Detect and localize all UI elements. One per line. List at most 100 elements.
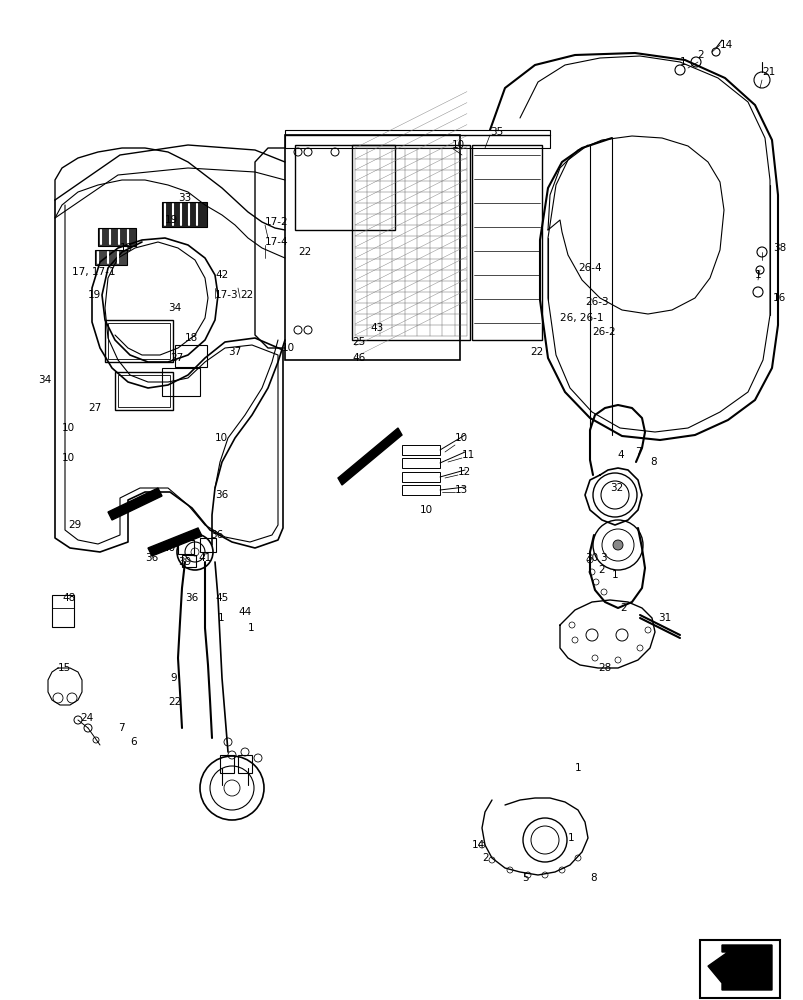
Text: 8: 8: [589, 873, 596, 883]
Bar: [284, 135, 459, 360]
Text: 19: 19: [88, 290, 101, 300]
Bar: [181, 555, 196, 567]
Polygon shape: [337, 428, 402, 485]
Text: 36: 36: [214, 490, 228, 500]
Text: 26-3: 26-3: [585, 297, 608, 307]
Text: 36: 36: [210, 530, 223, 540]
Text: 2: 2: [482, 853, 488, 863]
Text: 35: 35: [489, 127, 503, 137]
Bar: [402, 458, 439, 468]
Text: 6: 6: [130, 737, 137, 747]
Text: 14: 14: [719, 40, 732, 50]
Text: 22: 22: [168, 697, 181, 707]
Text: 44: 44: [238, 607, 251, 617]
Bar: [118, 375, 169, 407]
Text: 29: 29: [68, 520, 81, 530]
Text: 1: 1: [611, 570, 618, 580]
Text: 1: 1: [218, 613, 224, 623]
Text: 40: 40: [161, 543, 175, 553]
Text: 30: 30: [585, 553, 597, 563]
Text: 34: 34: [38, 375, 51, 385]
Text: 36: 36: [185, 593, 198, 603]
Text: 19: 19: [120, 243, 133, 253]
Text: 48: 48: [62, 593, 75, 603]
Text: 37: 37: [228, 347, 241, 357]
Text: 27: 27: [169, 353, 183, 363]
Polygon shape: [148, 528, 202, 556]
Bar: [161, 368, 200, 396]
Text: 1: 1: [754, 270, 760, 280]
Circle shape: [612, 540, 622, 550]
Bar: [284, 130, 549, 148]
Text: 2: 2: [619, 603, 626, 613]
Text: 10: 10: [419, 505, 433, 515]
Text: 43: 43: [369, 323, 383, 333]
Text: 17-2: 17-2: [265, 217, 288, 227]
Text: 19: 19: [165, 215, 178, 225]
Bar: [471, 145, 541, 340]
Text: 38: 38: [772, 243, 785, 253]
Text: 39: 39: [177, 557, 191, 567]
Polygon shape: [108, 488, 161, 520]
Text: 25: 25: [352, 337, 365, 347]
Bar: [177, 540, 194, 554]
Bar: [402, 445, 439, 455]
Text: 26, 26-1: 26, 26-1: [560, 313, 603, 323]
Text: 26-4: 26-4: [577, 263, 601, 273]
Text: 5: 5: [521, 873, 528, 883]
Text: 13: 13: [454, 485, 467, 495]
Text: 2: 2: [696, 50, 703, 60]
Bar: [115, 372, 173, 410]
Text: 4: 4: [616, 450, 623, 460]
Bar: [108, 323, 169, 359]
Text: 2: 2: [597, 565, 604, 575]
Text: 26-2: 26-2: [591, 327, 615, 337]
Text: 34: 34: [168, 303, 181, 313]
Text: 33: 33: [177, 193, 191, 203]
Text: 28: 28: [597, 663, 610, 673]
Bar: [220, 755, 234, 773]
Bar: [200, 538, 216, 552]
Text: 15: 15: [58, 663, 71, 673]
Text: 10: 10: [62, 453, 75, 463]
Bar: [105, 320, 173, 362]
Text: 17-4: 17-4: [265, 237, 288, 247]
Bar: [95, 250, 127, 265]
Text: 7: 7: [118, 723, 124, 733]
Polygon shape: [707, 945, 771, 990]
Bar: [699, 940, 779, 998]
Bar: [402, 472, 439, 482]
Text: 21: 21: [761, 67, 774, 77]
Text: 22: 22: [240, 290, 253, 300]
Text: 10: 10: [214, 433, 228, 443]
Text: 10: 10: [451, 140, 465, 150]
Text: 8: 8: [649, 457, 656, 467]
Text: 14: 14: [471, 840, 485, 850]
Text: 12: 12: [458, 467, 471, 477]
Text: 18: 18: [185, 333, 198, 343]
Text: 1: 1: [679, 57, 686, 67]
Text: 46: 46: [352, 353, 365, 363]
Text: 41: 41: [198, 553, 211, 563]
Text: 45: 45: [214, 593, 228, 603]
Text: 22: 22: [529, 347, 543, 357]
Bar: [352, 145, 470, 340]
Text: 10: 10: [62, 423, 75, 433]
Bar: [295, 145, 394, 230]
Text: 17, 17-1: 17, 17-1: [72, 267, 116, 277]
Text: 1: 1: [247, 623, 255, 633]
Text: 11: 11: [462, 450, 475, 460]
Text: 1: 1: [574, 763, 581, 773]
Text: 42: 42: [214, 270, 228, 280]
Text: 36: 36: [145, 553, 158, 563]
Bar: [238, 755, 251, 773]
Text: 10: 10: [454, 433, 467, 443]
Text: 1: 1: [567, 833, 574, 843]
Bar: [161, 202, 206, 227]
Text: 17-3: 17-3: [214, 290, 238, 300]
Text: 9: 9: [169, 673, 177, 683]
Bar: [98, 228, 136, 246]
Text: 31: 31: [657, 613, 671, 623]
Text: 32: 32: [609, 483, 622, 493]
Bar: [175, 345, 206, 367]
